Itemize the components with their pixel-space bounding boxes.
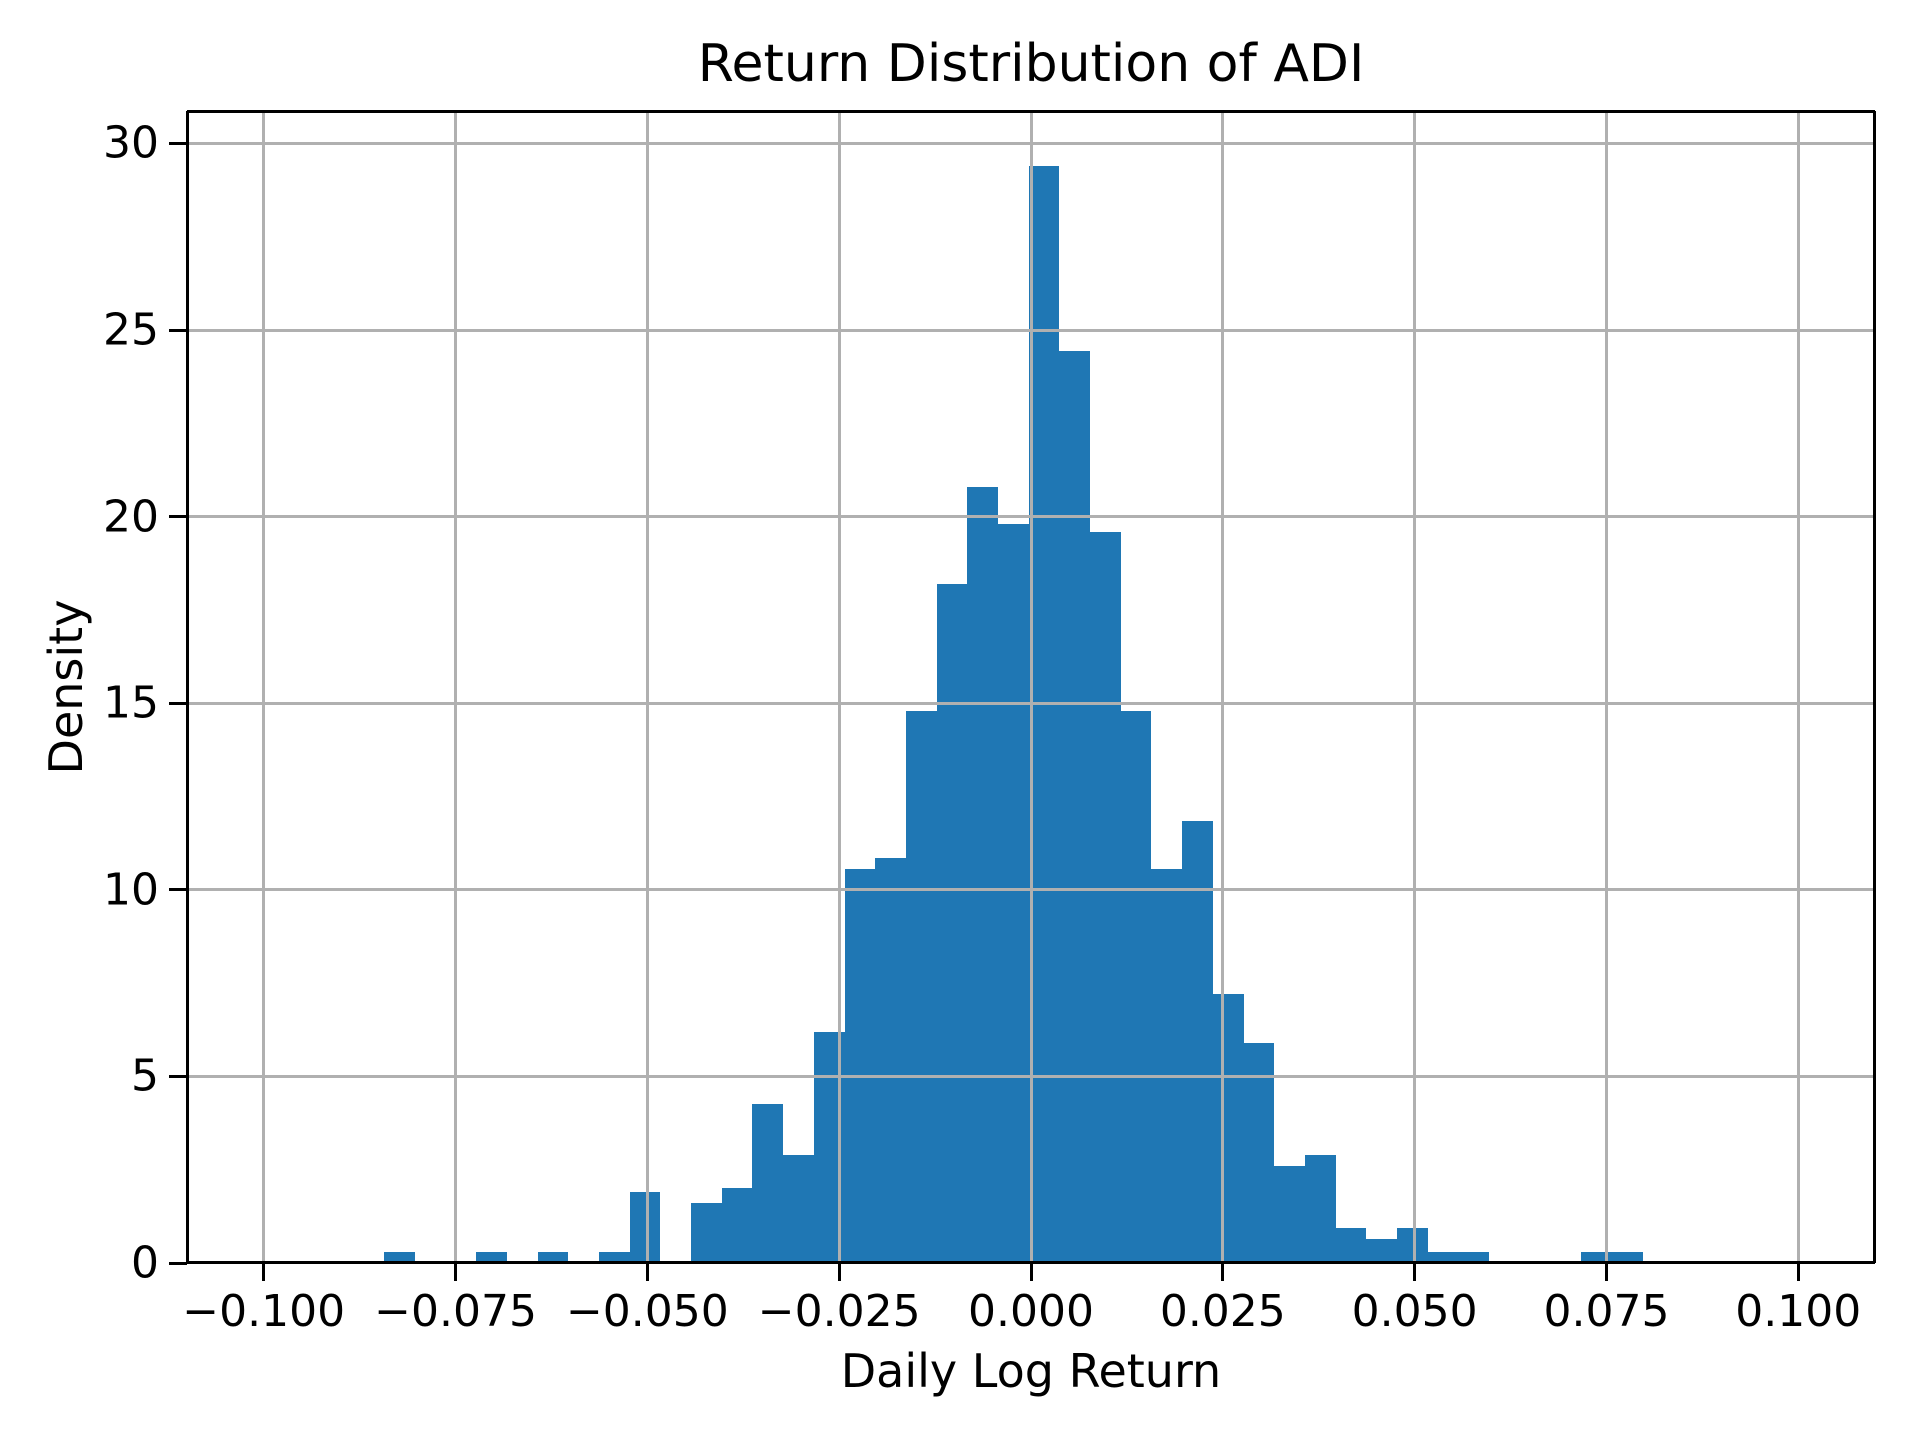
histogram-bar xyxy=(1458,1251,1490,1263)
histogram-bar xyxy=(629,1192,661,1263)
y-gridline xyxy=(187,515,1875,519)
y-tick-mark xyxy=(169,888,187,892)
top-spine xyxy=(187,110,1875,113)
x-gridline xyxy=(1604,111,1608,1263)
x-tick-label: −0.100 xyxy=(182,1286,346,1337)
x-gridline xyxy=(262,111,266,1263)
x-tick-label: −0.075 xyxy=(374,1286,537,1337)
histogram-bar xyxy=(1611,1251,1643,1263)
histogram-bar xyxy=(537,1251,569,1263)
x-tick-mark xyxy=(1221,1263,1225,1281)
histogram-bar xyxy=(936,583,968,1263)
x-axis-label: Daily Log Return xyxy=(840,1344,1222,1398)
y-tick-label: 25 xyxy=(103,304,159,356)
y-tick-label: 20 xyxy=(103,491,159,543)
x-gridline xyxy=(1413,111,1417,1263)
y-tick-label: 5 xyxy=(131,1050,159,1102)
histogram-bar xyxy=(844,869,876,1263)
x-gridline xyxy=(837,111,841,1263)
x-tick-mark xyxy=(262,1263,266,1281)
x-tick-label: 0.025 xyxy=(1159,1286,1286,1337)
y-tick-mark xyxy=(169,1261,187,1265)
x-gridline xyxy=(645,111,649,1263)
x-tick-label: 0.075 xyxy=(1543,1286,1670,1337)
histogram-bar xyxy=(783,1154,814,1263)
histogram-bar xyxy=(1243,1042,1275,1263)
histogram-bar xyxy=(1396,1227,1428,1263)
histogram-bar xyxy=(1366,1238,1397,1263)
histogram-bar xyxy=(1059,350,1091,1263)
histogram-bar xyxy=(1151,869,1183,1263)
histogram-bar xyxy=(1182,820,1213,1263)
y-tick-label: 10 xyxy=(103,864,159,916)
y-gridline xyxy=(187,888,1875,892)
bottom-spine xyxy=(187,1261,1875,1264)
histogram-bar xyxy=(1090,531,1121,1263)
y-tick-mark xyxy=(169,1074,187,1078)
histogram-bar xyxy=(599,1251,630,1263)
x-tick-mark xyxy=(1413,1263,1417,1281)
x-gridline xyxy=(1221,111,1225,1263)
y-gridline xyxy=(187,1074,1875,1078)
y-tick-label: 30 xyxy=(103,117,159,169)
y-gridline xyxy=(187,328,1875,332)
x-tick-mark xyxy=(454,1263,458,1281)
y-tick-mark xyxy=(169,328,187,332)
x-tick-label: 0.050 xyxy=(1351,1286,1478,1337)
x-tick-mark xyxy=(1029,1263,1033,1281)
x-tick-mark xyxy=(837,1263,841,1281)
histogram-bar xyxy=(1028,165,1060,1263)
histogram-bar xyxy=(967,486,998,1263)
chart-title: Return Distribution of ADI xyxy=(697,34,1365,94)
histogram-bar xyxy=(998,524,1029,1263)
y-gridline xyxy=(187,141,1875,145)
histogram-bar xyxy=(691,1203,722,1263)
y-tick-mark xyxy=(169,701,187,705)
x-tick-label: 0.100 xyxy=(1735,1286,1862,1337)
histogram-bar xyxy=(721,1188,753,1263)
x-tick-label: −0.025 xyxy=(757,1286,921,1337)
histogram-bar xyxy=(1274,1165,1305,1263)
histogram-bar xyxy=(875,858,906,1263)
y-tick-mark xyxy=(169,141,187,145)
y-tick-mark xyxy=(169,515,187,519)
histogram-bar xyxy=(1212,994,1244,1263)
histogram-bar xyxy=(1304,1154,1336,1263)
x-gridline xyxy=(454,111,458,1263)
y-gridline xyxy=(187,701,1875,705)
y-tick-label: 0 xyxy=(131,1237,159,1289)
y-tick-label: 15 xyxy=(103,677,159,729)
histogram-bar xyxy=(1581,1251,1612,1263)
x-gridline xyxy=(1796,111,1800,1263)
x-tick-mark xyxy=(645,1263,649,1281)
histogram-bar xyxy=(384,1251,415,1263)
plot-area xyxy=(187,111,1875,1263)
x-tick-mark xyxy=(1604,1263,1608,1281)
histogram-bar xyxy=(476,1251,507,1263)
x-tick-mark xyxy=(1796,1263,1800,1281)
x-gridline xyxy=(1029,111,1033,1263)
left-spine xyxy=(186,111,189,1263)
histogram-bar xyxy=(1427,1251,1459,1263)
x-tick-label: −0.050 xyxy=(565,1286,729,1337)
right-spine xyxy=(1873,111,1876,1263)
histogram-bar xyxy=(1120,710,1152,1263)
x-tick-label: 0.000 xyxy=(968,1286,1094,1337)
histogram-bar xyxy=(905,710,937,1263)
histogram-bar xyxy=(1335,1227,1367,1263)
histogram-bar xyxy=(752,1104,784,1263)
